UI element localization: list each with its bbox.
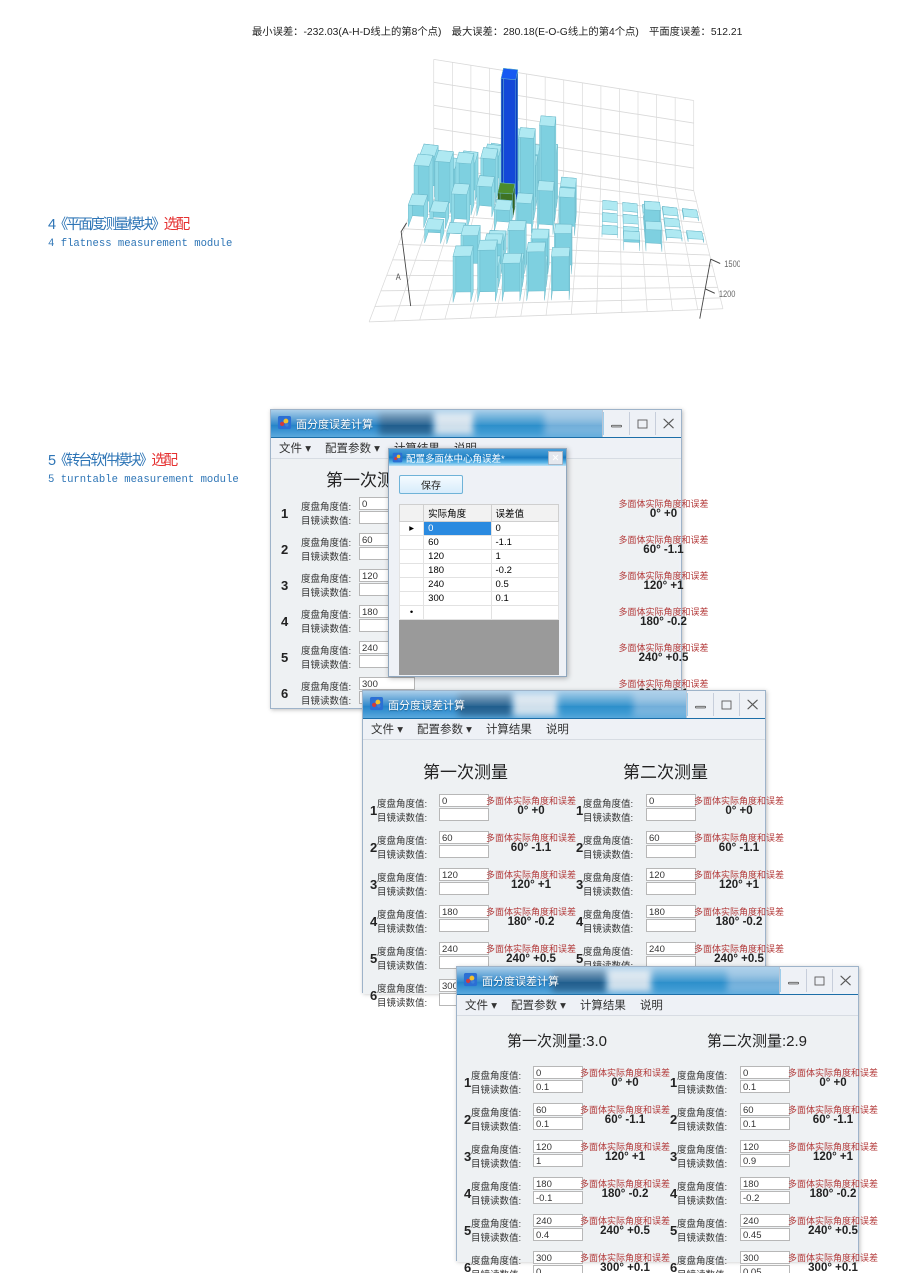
svg-text:1200: 1200 [719,288,736,299]
svg-text:1500: 1500 [724,258,740,269]
svg-text:A: A [396,271,401,282]
